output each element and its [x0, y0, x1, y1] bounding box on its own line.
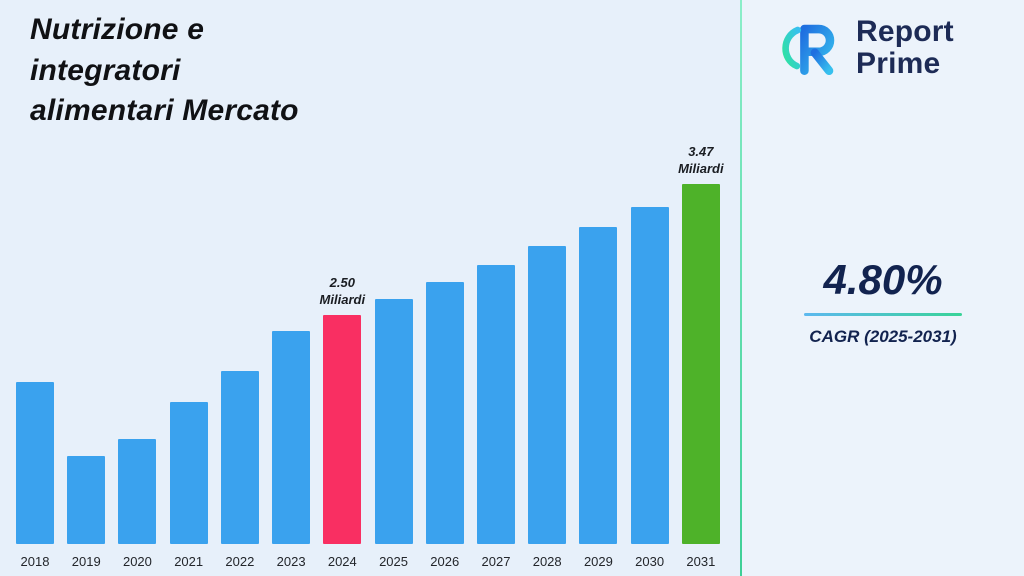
x-tick-2030: 2030	[635, 554, 665, 569]
bar-2023	[272, 331, 311, 544]
x-tick-2028: 2028	[532, 554, 562, 569]
x-tick-2018: 2018	[20, 554, 50, 569]
bar-group-2022: 2022	[220, 371, 259, 570]
bar-2022	[220, 371, 259, 544]
bar-group-2024: 2.50 Miliardi 2024	[320, 274, 366, 570]
bar-2028	[528, 246, 567, 544]
x-tick-2020: 2020	[122, 554, 152, 569]
x-tick-2026: 2026	[430, 554, 460, 569]
bar-group-2029: 2029	[579, 227, 618, 570]
bar-group-2021: 2021	[169, 402, 208, 570]
bar-group-2028: 2028	[528, 246, 567, 570]
panel-divider	[740, 0, 742, 576]
bar-group-2030: 2030	[630, 207, 669, 570]
bar-2018	[16, 382, 54, 544]
bar-2019	[67, 456, 106, 544]
bar-2031	[681, 184, 720, 544]
x-tick-2021: 2021	[174, 554, 204, 569]
x-tick-2027: 2027	[481, 554, 511, 569]
bar-2029	[579, 227, 618, 544]
bar-group-2027: 2027	[476, 265, 515, 570]
bar-group-2025: 2025	[374, 299, 413, 570]
bar-group-2020: 2020	[118, 439, 157, 570]
chart-panel: Nutrizione e integratori alimentari Merc…	[16, 13, 724, 570]
cagr-underline	[804, 313, 962, 316]
cagr-label: CAGR (2025-2031)	[809, 327, 957, 346]
bar-2025	[374, 299, 413, 544]
x-tick-2024: 2024	[327, 554, 357, 569]
x-tick-2019: 2019	[71, 554, 101, 569]
bar-2021	[169, 402, 208, 544]
bar-group-2031: 3.47 Miliardi 2031	[678, 143, 724, 570]
brand-name: Report Prime	[856, 16, 954, 79]
bar-chart: 2018 2019 2020 2021 2022 2023 2.50 Miliardi 202…	[16, 143, 724, 570]
reportprime-logo-icon	[782, 24, 835, 75]
brand-name-line1: Report	[856, 15, 954, 48]
bar-group-2023: 2023	[272, 331, 311, 570]
cagr-value: 4.80%	[823, 256, 943, 303]
info-panel: Report Prime 4.80% CAGR (2025-2031)	[742, 0, 1024, 576]
bar-2027	[476, 265, 515, 544]
bar-group-2019: 2019	[67, 456, 106, 570]
bar-2020	[118, 439, 157, 544]
bar-annotation-2031: 3.47 Miliardi	[678, 143, 724, 177]
chart-title: Nutrizione e integratori alimentari Merc…	[30, 13, 299, 127]
bar-group-2026: 2026	[425, 282, 464, 570]
bar-2024	[323, 315, 362, 544]
cagr-block: 4.80% CAGR (2025-2031)	[742, 256, 1024, 347]
x-tick-2025: 2025	[379, 554, 408, 569]
bar-annotation-2024: 2.50 Miliardi	[319, 274, 366, 308]
x-tick-2022: 2022	[225, 554, 255, 569]
x-tick-2023: 2023	[276, 554, 306, 569]
x-tick-2029: 2029	[583, 554, 613, 569]
bar-2030	[630, 207, 669, 544]
x-tick-2031: 2031	[686, 554, 716, 569]
bar-group-2018: 2018	[16, 382, 54, 570]
brand-name-line2: Prime	[856, 46, 941, 80]
bar-2026	[425, 282, 464, 544]
brand: Report Prime	[776, 16, 1024, 79]
